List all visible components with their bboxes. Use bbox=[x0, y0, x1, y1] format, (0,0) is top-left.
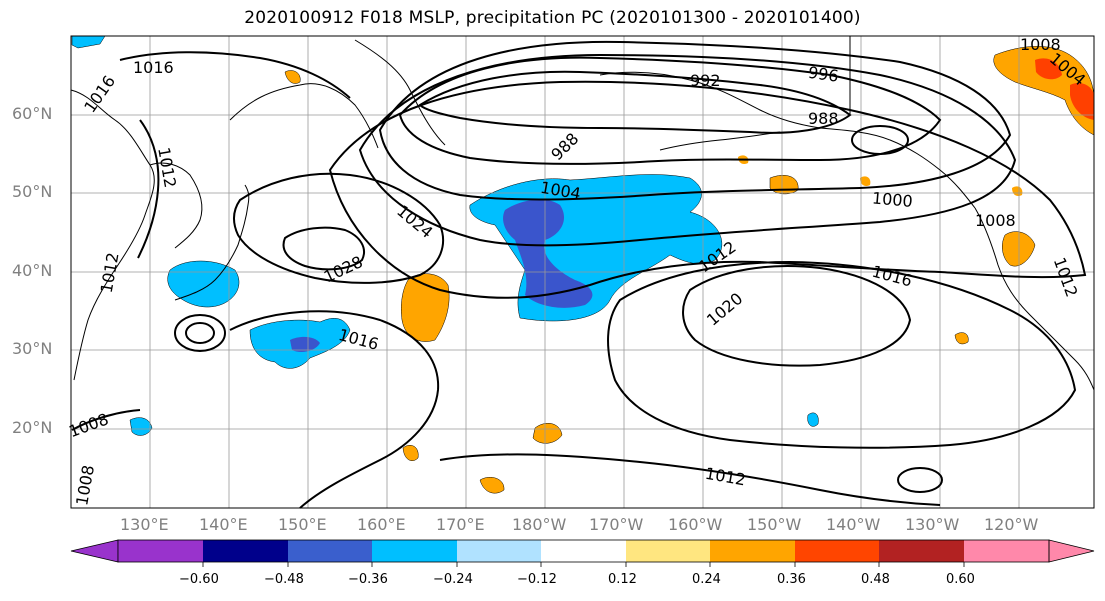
coast-kamchatka bbox=[229, 83, 379, 149]
isobar-closed-southeast bbox=[897, 467, 943, 493]
lon-label-180w: 180°W bbox=[512, 515, 567, 534]
isobar-label: 1016 bbox=[133, 58, 174, 77]
colorbar-bin bbox=[372, 540, 457, 562]
colorbar-bin bbox=[203, 540, 288, 562]
isobar-1012-south bbox=[439, 453, 941, 506]
isobar-low-japan-2 bbox=[185, 322, 215, 344]
colorbar-bin bbox=[457, 540, 541, 562]
colorbar-extend-left bbox=[70, 539, 119, 563]
lon-label-130e: 130°E bbox=[120, 515, 169, 534]
colorbar-bin bbox=[964, 540, 1049, 562]
precip-positive-small-3 bbox=[860, 176, 871, 187]
isobar-1012-nw bbox=[137, 119, 160, 259]
isobar-1016-outer bbox=[328, 80, 1087, 299]
precip-strong-positive-ne-2 bbox=[1070, 83, 1094, 120]
isobar-label: 996 bbox=[807, 63, 840, 86]
precip-negative-small bbox=[129, 417, 153, 436]
lon-label-150w: 150°W bbox=[747, 515, 802, 534]
colorbar-bin bbox=[541, 540, 626, 562]
coast-north-america bbox=[974, 207, 1095, 391]
precip-strong-positive-ne-1 bbox=[1035, 58, 1062, 80]
isobar-1016-north bbox=[119, 51, 351, 99]
isobar-988 bbox=[418, 70, 852, 134]
lon-label-170e: 170°E bbox=[436, 515, 485, 534]
colorbar-bin bbox=[288, 540, 372, 562]
precip-positive-center bbox=[401, 273, 450, 342]
lon-label-150e: 150°E bbox=[278, 515, 327, 534]
colorbar-tick-label: −0.36 bbox=[348, 572, 388, 587]
colorbar-bin bbox=[118, 540, 203, 562]
lon-label-140e: 140°E bbox=[199, 515, 248, 534]
precip-positive-southeast bbox=[954, 332, 969, 345]
colorbar-tick-label: 0.60 bbox=[946, 572, 975, 587]
precip-positive-north bbox=[284, 70, 301, 84]
isobar-1000 bbox=[378, 40, 1012, 201]
isobar-1008-sw bbox=[71, 409, 141, 431]
colorbar-tick-label: 0.36 bbox=[777, 572, 806, 587]
isobar-label: 1008 bbox=[1020, 35, 1061, 54]
isobar-label: 1000 bbox=[871, 188, 913, 210]
precip-strong-negative-west bbox=[290, 336, 320, 352]
isobar-1012-west bbox=[229, 310, 440, 509]
precip-negative-east bbox=[807, 412, 819, 427]
coast-aleutians bbox=[659, 131, 781, 151]
isobar-1024 bbox=[233, 172, 445, 284]
isobar-1020 bbox=[682, 265, 912, 367]
lat-label-50n: 50°N bbox=[12, 182, 53, 201]
isobar-label: 988 bbox=[808, 109, 839, 128]
colorbar-bin bbox=[626, 540, 710, 562]
isobar-992 bbox=[398, 56, 942, 165]
lat-label-30n: 30°N bbox=[12, 339, 53, 358]
isobar-1028 bbox=[282, 226, 365, 271]
coastlines bbox=[70, 36, 1095, 391]
colorbar-tick-label: 0.48 bbox=[861, 572, 890, 587]
isobar-label: 992 bbox=[690, 71, 721, 90]
colorbar-bin bbox=[710, 540, 795, 562]
lat-label-60n: 60°N bbox=[12, 104, 53, 123]
lon-label-120w: 120°W bbox=[984, 515, 1039, 534]
precip-strong-negative-central bbox=[503, 199, 593, 308]
colorbar bbox=[70, 539, 1095, 567]
isobar-label: 1008 bbox=[975, 211, 1016, 230]
coast-japan bbox=[174, 184, 250, 301]
isobar-low-gulf bbox=[851, 125, 909, 155]
lon-label-160e: 160°E bbox=[357, 515, 406, 534]
colorbar-extend-right bbox=[1048, 539, 1095, 563]
colorbar-bin bbox=[795, 540, 879, 562]
precip-positive-gulf bbox=[769, 175, 799, 195]
colorbar-tick-label: −0.48 bbox=[264, 572, 304, 587]
colorbar-tick-label: −0.60 bbox=[179, 572, 219, 587]
isobar-1016-east bbox=[607, 260, 1077, 449]
map-title: 2020100912 F018 MSLP, precipitation PC (… bbox=[244, 8, 861, 28]
coast-korea bbox=[149, 162, 203, 249]
lat-label-40n: 40°N bbox=[12, 261, 53, 280]
colorbar-tick-label: 0.24 bbox=[692, 572, 721, 587]
map-frame bbox=[70, 35, 1095, 509]
lon-label-170w: 170°W bbox=[589, 515, 644, 534]
coast-chukotka bbox=[354, 39, 446, 146]
precip-positive-south-2 bbox=[402, 445, 419, 461]
precipitation-shading bbox=[71, 35, 1095, 494]
colorbar-ticks bbox=[202, 562, 965, 567]
isobar-low-japan-1 bbox=[174, 314, 226, 352]
colorbar-outline bbox=[117, 539, 1050, 563]
lon-label-140w: 140°W bbox=[826, 515, 881, 534]
colorbar-tick-label: −0.24 bbox=[433, 572, 473, 587]
colorbar-bin bbox=[879, 540, 964, 562]
precip-positive-small-1 bbox=[1012, 186, 1023, 197]
lon-label-130w: 130°W bbox=[905, 515, 960, 534]
coast-asia bbox=[70, 89, 155, 381]
precip-positive-south-3 bbox=[479, 477, 505, 494]
lon-label-160w: 160°W bbox=[668, 515, 723, 534]
colorbar-tick-label: −0.12 bbox=[517, 572, 557, 587]
isobar-1008 bbox=[358, 53, 1017, 247]
colorbar-tick-label: 0.12 bbox=[608, 572, 637, 587]
lat-label-20n: 20°N bbox=[12, 418, 53, 437]
isobars bbox=[71, 40, 1087, 509]
